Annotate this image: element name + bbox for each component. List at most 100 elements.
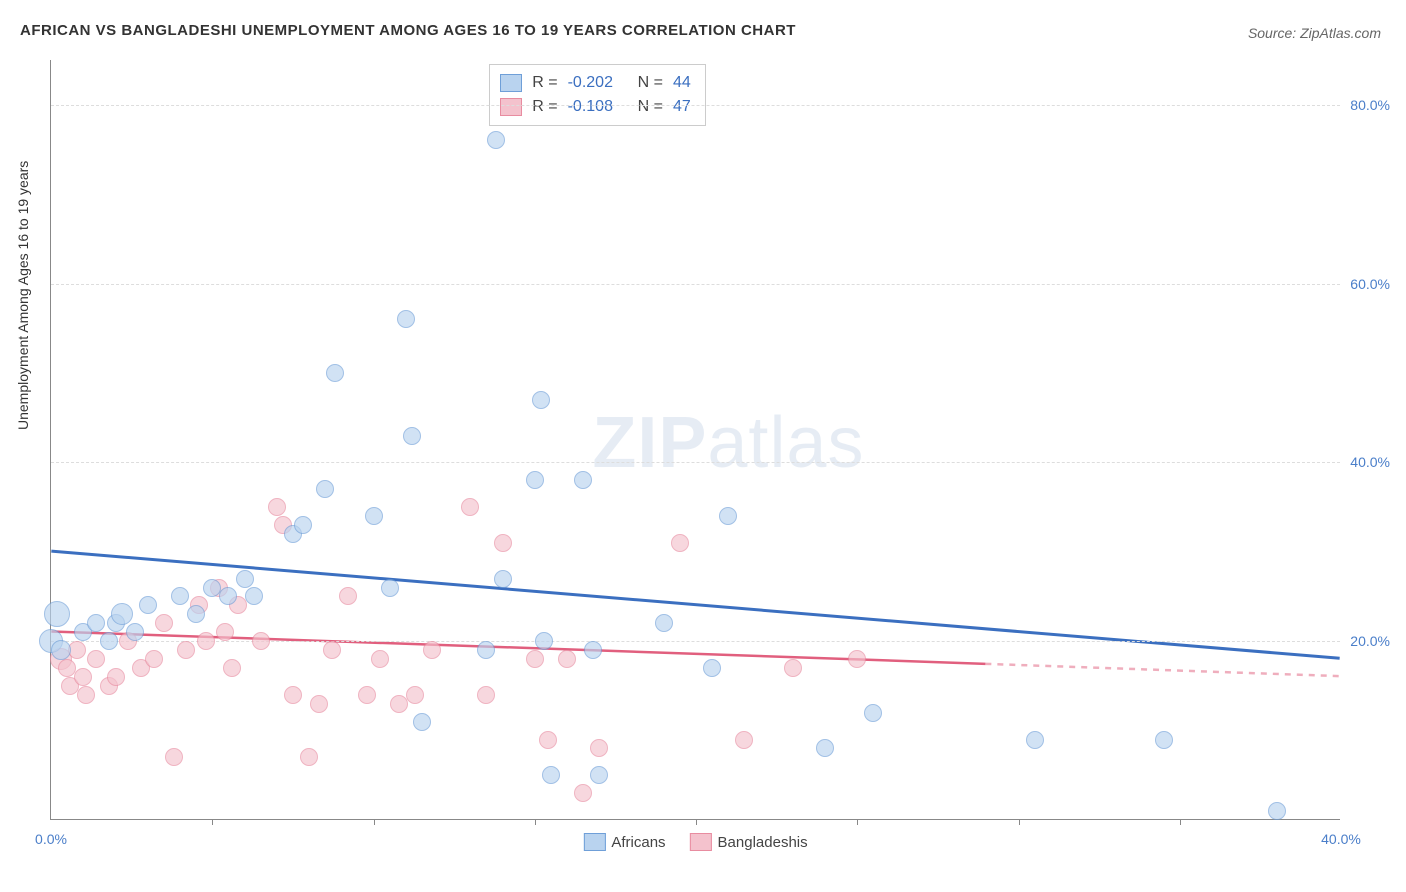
data-point: [390, 695, 408, 713]
data-point: [358, 686, 376, 704]
data-point: [252, 632, 270, 650]
source-link[interactable]: ZipAtlas.com: [1300, 25, 1381, 41]
x-tick-label: 0.0%: [35, 831, 67, 847]
x-tick: [535, 819, 536, 825]
data-point: [300, 748, 318, 766]
legend-label: Africans: [611, 834, 665, 851]
data-point: [100, 632, 118, 650]
n-label: N =: [638, 95, 663, 119]
data-point: [74, 668, 92, 686]
data-point: [574, 784, 592, 802]
y-axis-label: Unemployment Among Ages 16 to 19 years: [15, 161, 31, 430]
r-label: R =: [532, 71, 557, 95]
data-point: [816, 739, 834, 757]
data-point: [381, 579, 399, 597]
legend-swatch: [500, 74, 522, 92]
data-point: [413, 713, 431, 731]
data-point: [477, 686, 495, 704]
chart-title: AFRICAN VS BANGLADESHI UNEMPLOYMENT AMON…: [20, 22, 796, 39]
n-label: N =: [638, 71, 663, 95]
legend-swatch: [500, 98, 522, 116]
data-point: [339, 587, 357, 605]
r-value: -0.108: [568, 95, 628, 119]
grid-line: [51, 284, 1340, 285]
r-value: -0.202: [568, 71, 628, 95]
data-point: [171, 587, 189, 605]
data-point: [284, 686, 302, 704]
source-prefix: Source:: [1248, 25, 1300, 41]
data-point: [44, 601, 70, 627]
data-point: [87, 614, 105, 632]
data-point: [139, 596, 157, 614]
source-citation: Source: ZipAtlas.com: [1248, 25, 1381, 41]
data-point: [406, 686, 424, 704]
data-point: [365, 507, 383, 525]
data-point: [1155, 731, 1173, 749]
data-point: [535, 632, 553, 650]
data-point: [177, 641, 195, 659]
data-point: [526, 650, 544, 668]
data-point: [397, 310, 415, 328]
data-point: [584, 641, 602, 659]
grid-line: [51, 462, 1340, 463]
x-tick: [696, 819, 697, 825]
scatter-plot-area: ZIPatlas R =-0.202N =44R =-0.108N =47 Af…: [50, 60, 1340, 820]
data-point: [784, 659, 802, 677]
data-point: [574, 471, 592, 489]
data-point: [51, 640, 71, 660]
grid-line: [51, 105, 1340, 106]
n-value: 47: [673, 95, 691, 119]
x-tick: [212, 819, 213, 825]
data-point: [590, 739, 608, 757]
data-point: [187, 605, 205, 623]
y-tick-label: 40.0%: [1350, 454, 1390, 470]
watermark: ZIPatlas: [592, 402, 864, 484]
data-point: [87, 650, 105, 668]
data-point: [542, 766, 560, 784]
n-value: 44: [673, 71, 691, 95]
x-tick-label: 40.0%: [1321, 831, 1361, 847]
data-point: [461, 498, 479, 516]
data-point: [294, 516, 312, 534]
data-point: [532, 391, 550, 409]
data-point: [326, 364, 344, 382]
watermark-zip: ZIP: [592, 403, 707, 483]
data-point: [477, 641, 495, 659]
x-tick: [857, 819, 858, 825]
data-point: [1268, 802, 1286, 820]
data-point: [371, 650, 389, 668]
correlation-stats-box: R = -0.202 N = 44 R = -0.108 N = 47: [489, 64, 705, 126]
data-point: [703, 659, 721, 677]
data-point: [245, 587, 263, 605]
data-point: [236, 570, 254, 588]
watermark-atlas: atlas: [707, 403, 864, 483]
legend-swatch: [583, 833, 605, 851]
data-point: [223, 659, 241, 677]
data-point: [197, 632, 215, 650]
x-tick: [1180, 819, 1181, 825]
y-tick-label: 60.0%: [1350, 276, 1390, 292]
data-point: [423, 641, 441, 659]
legend-item: Africans: [583, 833, 665, 851]
data-point: [539, 731, 557, 749]
data-point: [165, 748, 183, 766]
data-point: [111, 603, 133, 625]
data-point: [655, 614, 673, 632]
data-point: [219, 587, 237, 605]
data-point: [590, 766, 608, 784]
data-point: [77, 686, 95, 704]
data-point: [310, 695, 328, 713]
data-point: [848, 650, 866, 668]
data-point: [558, 650, 576, 668]
r-label: R =: [532, 95, 557, 119]
data-point: [316, 480, 334, 498]
grid-line: [51, 641, 1340, 642]
data-point: [494, 570, 512, 588]
data-point: [735, 731, 753, 749]
data-point: [216, 623, 234, 641]
data-point: [671, 534, 689, 552]
x-tick: [374, 819, 375, 825]
statbox-row: R = -0.202 N = 44: [500, 71, 690, 95]
data-point: [107, 668, 125, 686]
data-point: [1026, 731, 1044, 749]
